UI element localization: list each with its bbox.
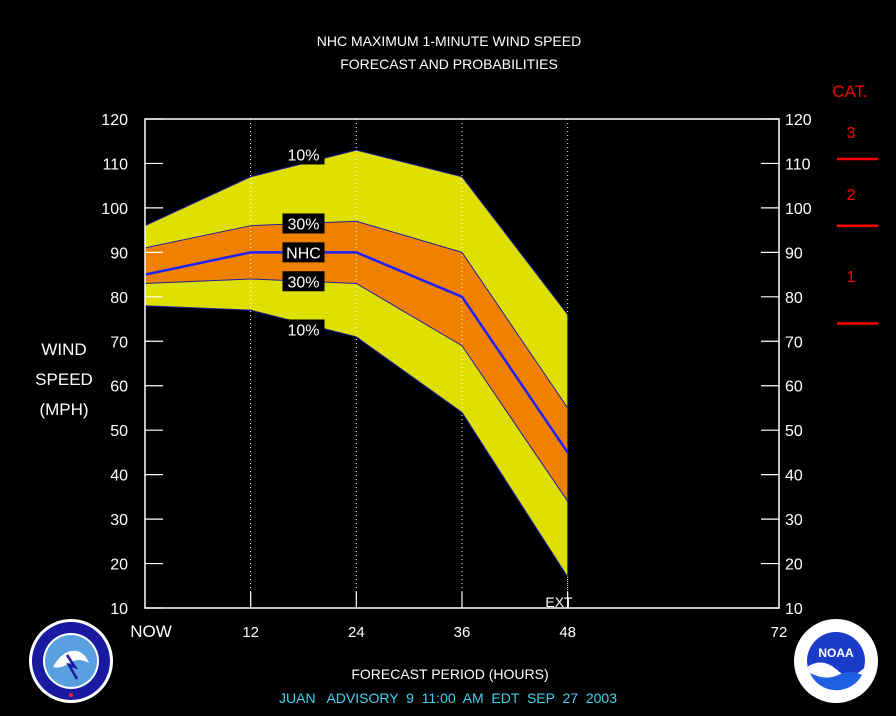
y-tick-label-left: 30: [110, 512, 128, 529]
category-title: CAT.: [832, 82, 868, 101]
y-axis-label-line3: (MPH): [39, 400, 88, 419]
nhc-forecast-line: [144, 251, 569, 454]
y-tick-label-left: 110: [102, 156, 128, 173]
category-1-label: 1: [847, 269, 856, 286]
band-edge-lines: [144, 149, 569, 608]
lower-30-percent-line: [144, 278, 569, 502]
y-tick-label-right: 30: [785, 512, 803, 529]
label-nhc: NHC: [282, 242, 325, 263]
lower-10-percent-line: [144, 305, 569, 578]
category-scale: CAT. 3 2 1: [832, 82, 878, 325]
upper-30-percent-line: [144, 220, 569, 409]
y-axis-left: 10 20 30 40 50 60 70 80 90 100 110 120: [101, 112, 163, 618]
x-tick-label: 12: [242, 624, 259, 641]
nws-logo: [29, 619, 113, 703]
y-tick-label-left: 60: [110, 379, 128, 396]
x-tick-label: 72: [771, 624, 788, 641]
label-upper-10-percent-bg: [282, 144, 325, 165]
x-tick-label: 48: [559, 624, 576, 641]
label-nhc-bg: [282, 242, 325, 263]
label-upper-10-percent: 10%: [282, 144, 325, 165]
advisory-footer: JUAN ADVISORY 9 11:00 AM EDT SEP 27 2003: [279, 690, 617, 706]
y-tick-label-right: 50: [785, 423, 803, 440]
x-axis-label: FORECAST PERIOD (HOURS): [351, 666, 548, 682]
y-tick-label-right: 60: [785, 379, 803, 396]
label-lower-30-percent-bg: [282, 271, 325, 292]
label-upper-10-percent-text: 10%: [287, 147, 319, 164]
chart-title-line1: NHC MAXIMUM 1-MINUTE WIND SPEED: [317, 33, 581, 49]
label-lower-10-percent-text: 10%: [287, 322, 319, 339]
label-lower-30-percent: 30%: [282, 271, 325, 292]
label-lower-10-percent: 10%: [282, 319, 325, 340]
label-upper-30-percent: 30%: [282, 213, 325, 234]
x-tick-label: 24: [348, 624, 365, 641]
y-tick-label-right: 70: [785, 334, 803, 351]
label-nhc-text: NHC: [286, 245, 321, 262]
y-tick-label-left: 70: [110, 334, 128, 351]
y-tick-label-right: 90: [785, 245, 803, 262]
x-tick-label: 36: [454, 624, 471, 641]
noaa-logo-text: NOAA: [818, 646, 854, 660]
chart-title-line2: FORECAST AND PROBABILITIES: [340, 56, 558, 72]
y-tick-label-left: 20: [110, 557, 128, 574]
label-lower-30-percent-text: 30%: [287, 274, 319, 291]
y-axis-right: 10 20 30 40 50 60 70 80 90 100 110 120: [761, 112, 812, 618]
y-tick-label-left: 100: [101, 201, 128, 218]
x-tick-label: NOW: [130, 622, 172, 641]
x-axis: NOW 12 24 36 48 72: [130, 592, 787, 641]
noaa-logo: NOAA: [794, 619, 878, 703]
y-tick-label-right: 40: [785, 468, 803, 485]
label-upper-30-percent-text: 30%: [287, 216, 319, 233]
y-tick-label-right: 110: [785, 156, 811, 173]
y-tick-label-left: 40: [110, 468, 128, 485]
y-axis-label-line1: WIND: [41, 340, 86, 359]
y-tick-label-left: 10: [110, 601, 128, 618]
y-tick-label-left: 80: [110, 290, 128, 307]
upper-10-percent-line: [144, 149, 569, 315]
y-tick-label-right: 80: [785, 290, 803, 307]
y-tick-label-right: 120: [785, 112, 812, 129]
y-tick-label-left: 120: [101, 112, 128, 129]
ext-label: EXT: [545, 594, 573, 610]
y-tick-label-left: 50: [110, 423, 128, 440]
y-axis-label-line2: SPEED: [35, 370, 93, 389]
y-tick-label-right: 20: [785, 557, 803, 574]
y-tick-label-right: 10: [785, 601, 803, 618]
category-3-label: 3: [847, 125, 856, 142]
label-lower-10-percent-bg: [282, 319, 325, 340]
label-upper-30-percent-bg: [282, 213, 325, 234]
band-labels: 10% 30% NHC 30% 10%: [282, 144, 325, 340]
y-tick-label-right: 100: [785, 201, 812, 218]
category-2-label: 2: [847, 187, 856, 204]
y-tick-label-left: 90: [110, 245, 128, 262]
